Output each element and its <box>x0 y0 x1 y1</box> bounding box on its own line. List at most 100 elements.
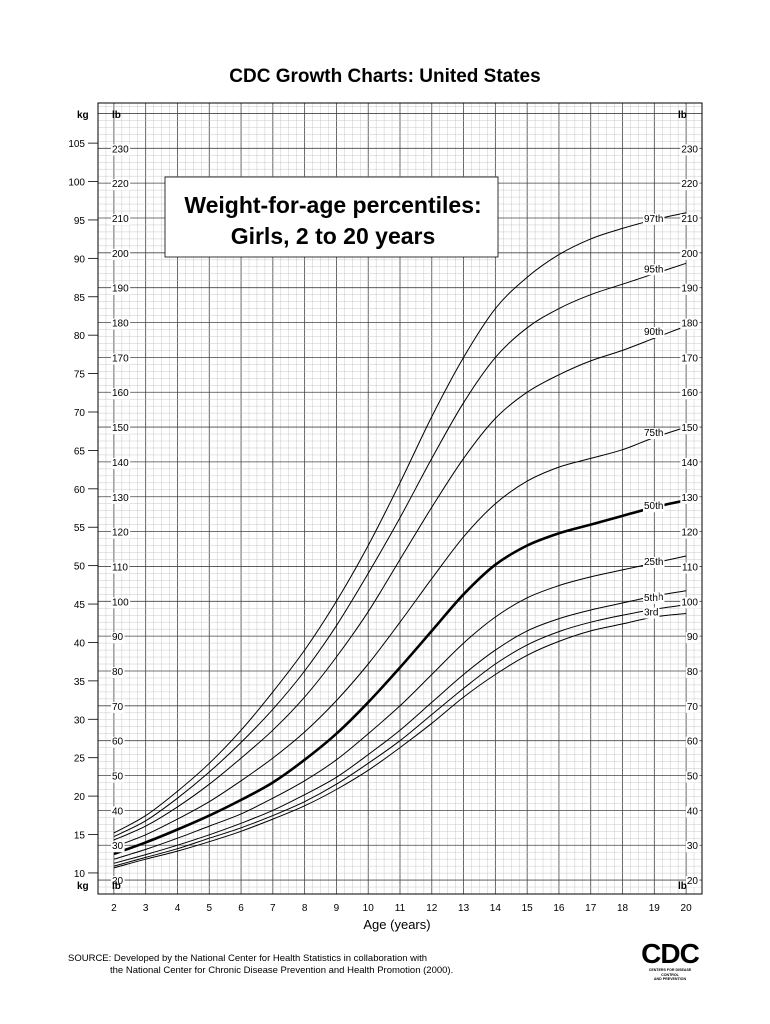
lb-unit-label-bottom-left: lb <box>112 881 121 892</box>
axes: 20 20 30 30 40 40 50 50 60 60 70 70 80 80 90 90 100 100 11… <box>68 139 700 914</box>
percentile-label-bg <box>643 327 665 339</box>
age-tick-label: 4 <box>175 903 181 914</box>
lb-tick-label-bg-left <box>111 457 131 469</box>
percentile-label-bg <box>643 607 660 619</box>
lb-tick-label-left: 220 <box>112 179 129 190</box>
chart-title-box <box>164 176 499 258</box>
age-tick-label: 5 <box>206 903 212 914</box>
age-tick-label: 16 <box>553 903 565 914</box>
lb-tick-label-left: 210 <box>112 214 129 225</box>
percentile-label-90th: 90th <box>644 327 663 338</box>
lb-tick-label-left: 80 <box>112 667 124 678</box>
percentile-curve-90th <box>113 325 687 841</box>
kg-tick-label: 55 <box>74 523 86 534</box>
lb-tick-label-left: 150 <box>112 423 129 434</box>
lb-tick-label-bg-right <box>685 736 700 748</box>
kg-tick-label: 35 <box>74 677 86 688</box>
lb-tick-label-right: 190 <box>681 284 698 295</box>
lb-tick-label-bg-right <box>680 423 700 435</box>
kg-tick-label: 30 <box>74 715 86 726</box>
kg-tick-label: 75 <box>74 370 86 381</box>
lb-tick-label-right: 140 <box>681 458 698 469</box>
kg-tick-label: 25 <box>74 754 86 765</box>
percentile-label-bg <box>643 592 659 604</box>
lb-tick-label-bg-left <box>111 353 131 365</box>
lb-tick-label-right: 90 <box>687 632 699 643</box>
percentile-label-bg <box>643 213 665 225</box>
lb-tick-label-bg-left <box>111 213 131 225</box>
lb-tick-label-bg-right <box>685 666 700 678</box>
lb-tick-label-bg-right <box>680 248 700 260</box>
percentile-label-95th: 95th <box>644 264 663 275</box>
percentile-label-bg <box>643 501 665 513</box>
percentile-curve-3rd <box>113 613 687 869</box>
percentile-label-3rd: 3rd <box>644 607 658 618</box>
lb-tick-label-left: 160 <box>112 388 129 399</box>
percentile-curve-50th <box>113 498 687 856</box>
chart-title: Weight-for-age percentiles: <box>184 192 481 218</box>
lb-tick-label-bg-right <box>680 283 700 295</box>
left-unit-label-bottom: kg <box>77 881 89 892</box>
percentile-label-50th: 50th <box>644 501 663 512</box>
lb-tick-label-bg-right <box>680 213 700 225</box>
lb-tick-label-bg-right <box>680 492 700 504</box>
age-tick-label: 19 <box>649 903 661 914</box>
lb-tick-label-bg-right <box>685 806 700 818</box>
lb-tick-label-left: 140 <box>112 458 129 469</box>
lb-tick-label-right: 60 <box>687 737 699 748</box>
lb-tick-label-bg-right <box>680 527 700 539</box>
lb-tick-label-bg-left <box>111 179 131 191</box>
lb-tick-label-right: 230 <box>681 144 698 155</box>
lb-tick-label-bg-left <box>111 632 125 644</box>
age-tick-label: 7 <box>270 903 276 914</box>
lb-tick-label-left: 30 <box>112 841 124 852</box>
percentile-label-bg <box>643 264 665 276</box>
lb-tick-label-left: 40 <box>112 806 124 817</box>
kg-tick-label: 15 <box>74 831 86 842</box>
lb-tick-label-bg-left <box>111 701 125 713</box>
lb-tick-label-bg-left <box>111 666 125 678</box>
lb-tick-label-bg-left <box>111 562 130 574</box>
kg-tick-label: 45 <box>74 600 86 611</box>
lb-tick-label-bg-right <box>680 318 700 330</box>
lb-tick-label-left: 60 <box>112 737 124 748</box>
kg-tick-label: 10 <box>74 869 86 880</box>
age-tick-label: 15 <box>522 903 534 914</box>
lb-tick-label-bg-right <box>680 597 700 609</box>
lb-tick-label-bg-left <box>111 248 131 260</box>
percentile-curve-10th <box>113 590 687 864</box>
lb-tick-label-bg-right <box>685 632 700 644</box>
age-tick-label: 13 <box>458 903 470 914</box>
lb-tick-label-left: 110 <box>112 562 128 573</box>
percentile-label-bg <box>643 556 665 568</box>
percentile-label-5th: 5th <box>644 593 658 604</box>
kg-tick-label: 100 <box>68 178 85 189</box>
kg-tick-label: 70 <box>74 408 86 419</box>
x-axis-label: Age (years) <box>363 917 430 932</box>
lb-tick-label-bg-left <box>111 771 125 783</box>
cdc-logo: CDC Centers for Disease Control and Prev… <box>640 940 700 982</box>
lb-tick-label-right: 160 <box>681 388 698 399</box>
lb-tick-label-right: 200 <box>681 249 698 260</box>
lb-tick-label-right: 120 <box>681 528 698 539</box>
lb-tick-label-bg-right <box>680 144 700 156</box>
percentile-label-bg <box>643 428 665 440</box>
lb-tick-label-bg-right <box>685 701 700 713</box>
lb-tick-label-bg-right <box>680 353 700 365</box>
age-tick-label: 6 <box>238 903 244 914</box>
kg-tick-label: 20 <box>74 792 86 803</box>
lb-tick-label-bg-right <box>680 179 700 191</box>
lb-tick-label-bg-left <box>111 388 131 400</box>
age-tick-label: 2 <box>111 903 117 914</box>
lb-tick-label-right: 40 <box>687 806 699 817</box>
lb-tick-label-right: 80 <box>687 667 699 678</box>
age-tick-label: 11 <box>395 903 406 914</box>
lb-tick-label-right: 70 <box>687 702 699 713</box>
percentile-curve-75th <box>113 426 687 848</box>
kg-tick-label: 40 <box>74 638 86 649</box>
lb-tick-label-right: 150 <box>681 423 698 434</box>
lb-tick-label-bg-left <box>111 423 131 435</box>
kg-tick-label: 50 <box>74 562 86 573</box>
lb-tick-label-bg-right <box>685 771 700 783</box>
